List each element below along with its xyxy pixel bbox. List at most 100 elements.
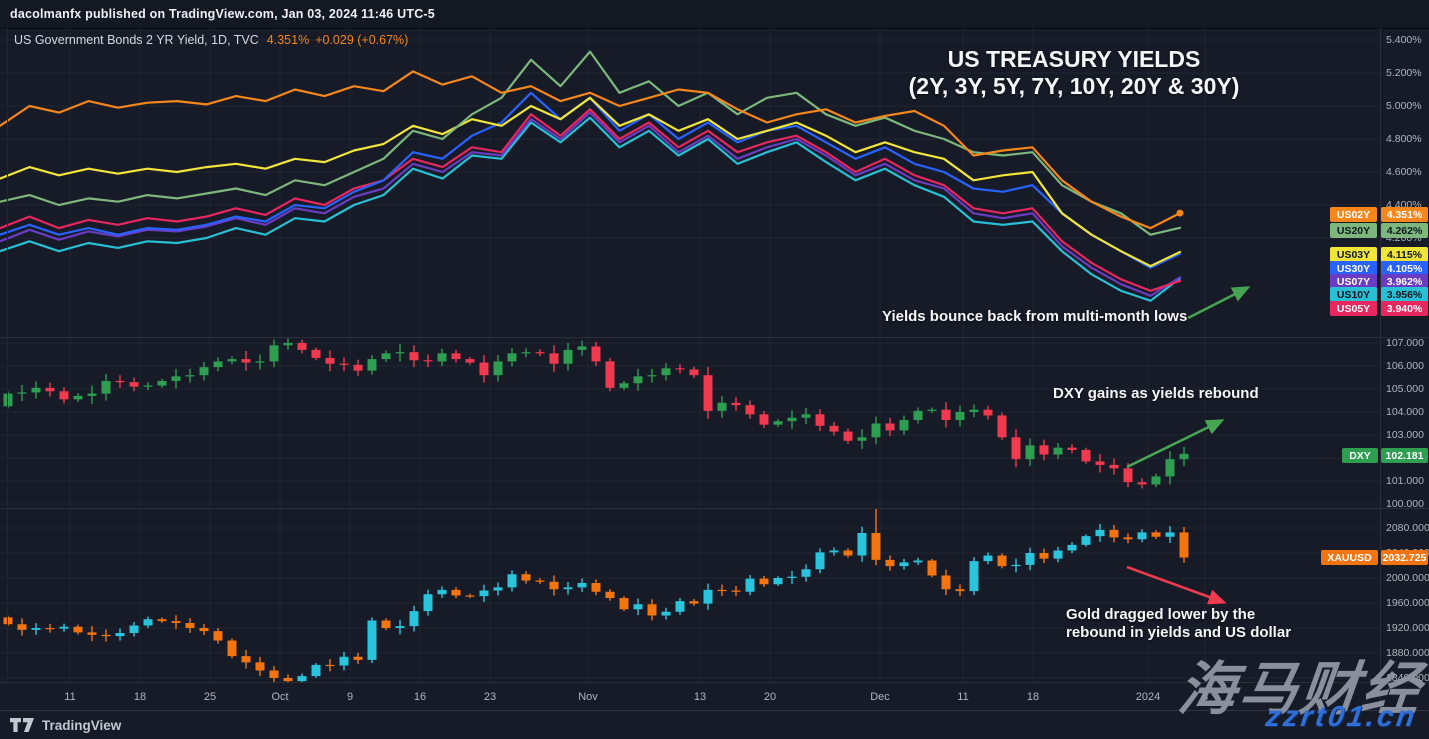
tradingview-logo-icon[interactable] xyxy=(10,718,34,733)
price-tick: 1960.000 xyxy=(1386,597,1429,609)
symbol-legend[interactable]: US Government Bonds 2 YR Yield, 1D, TVC 4… xyxy=(14,33,408,47)
candle-body xyxy=(367,359,377,371)
candle-body xyxy=(955,412,965,421)
candle-body xyxy=(899,420,909,431)
time-axis[interactable]: 11 18 25 Oct 9 16 23 Nov 13 20 Dec 11 18 2024 8 xyxy=(0,682,1429,710)
candle-body xyxy=(185,375,195,377)
candle-body xyxy=(521,352,531,354)
candle-body xyxy=(773,578,783,585)
candle-body xyxy=(269,670,279,678)
candle-body xyxy=(129,382,139,387)
candle-body xyxy=(101,380,111,394)
date-tick: 8 xyxy=(1201,691,1209,703)
candle-body xyxy=(661,368,671,376)
candle-body xyxy=(927,560,937,576)
gold-note-annotation: Gold dragged lower by the rebound in yie… xyxy=(1066,606,1291,642)
candle-body xyxy=(1109,529,1119,538)
candle-body xyxy=(199,628,209,632)
candle-body xyxy=(479,362,489,376)
candle-body xyxy=(633,604,643,610)
candle-body xyxy=(409,352,419,361)
footer-bar: TradingView xyxy=(0,710,1429,739)
candle-body xyxy=(59,626,69,629)
candle-body xyxy=(185,623,195,628)
date-tick: 18 xyxy=(1026,691,1040,703)
candle-body xyxy=(1011,564,1021,567)
yields-note-annotation: Yields bounce back from multi-month lows xyxy=(882,308,1188,325)
candle-body xyxy=(73,626,83,633)
candle-body xyxy=(1151,532,1161,537)
candle-body xyxy=(843,431,853,441)
yields-line-panel[interactable] xyxy=(0,28,1380,337)
candle-body xyxy=(157,619,167,622)
panel-divider-2[interactable] xyxy=(0,508,1429,509)
candle-body xyxy=(1137,482,1147,485)
time-axis-divider xyxy=(0,682,1429,683)
candle-body xyxy=(563,349,573,364)
candle-body xyxy=(703,375,713,411)
candle-body xyxy=(955,589,965,592)
candle-body xyxy=(885,559,895,567)
gold-candle-panel[interactable] xyxy=(0,508,1380,682)
candle-body xyxy=(311,349,321,358)
price-tick: 100.000 xyxy=(1386,498,1424,510)
candle-body xyxy=(619,383,629,388)
candle-body xyxy=(353,656,363,660)
date-tick: 23 xyxy=(483,691,497,703)
candle-body xyxy=(213,361,223,368)
candle-body xyxy=(689,601,699,604)
candle-body xyxy=(787,576,797,578)
price-tick: 105.000 xyxy=(1386,383,1424,395)
panel-divider-1[interactable] xyxy=(0,337,1429,338)
candle-body xyxy=(409,611,419,627)
candle-body xyxy=(549,581,559,590)
candle-body xyxy=(3,617,13,625)
date-tick: 2024 xyxy=(1135,691,1161,703)
candle-body xyxy=(899,562,909,567)
candle-body xyxy=(1123,537,1133,540)
candle-body xyxy=(941,575,951,590)
price-axis[interactable]: 5.400% 5.200% 5.000% 4.800% 4.600% 4.400% 4.20… xyxy=(1380,28,1429,710)
footer-brand[interactable]: TradingView xyxy=(42,718,122,733)
candle-body xyxy=(703,589,713,604)
candle-body xyxy=(927,409,937,411)
candle-body xyxy=(731,590,741,592)
candle-body xyxy=(997,555,1007,567)
candle-body xyxy=(367,620,377,660)
candle-body xyxy=(829,425,839,432)
candle-body xyxy=(1053,447,1063,455)
watermark-site: zzrt01.cn xyxy=(1263,701,1420,733)
candle-body xyxy=(1165,532,1175,537)
candle-body xyxy=(983,409,993,416)
candle-body xyxy=(255,361,265,363)
candle-body xyxy=(1067,544,1077,551)
date-tick: 16 xyxy=(413,691,427,703)
candle-body xyxy=(731,402,741,406)
legend-symbol-title[interactable]: US Government Bonds 2 YR Yield, 1D, TVC xyxy=(14,33,259,47)
price-tick: 5.000% xyxy=(1386,100,1422,112)
candle-body xyxy=(1095,529,1105,537)
candle-body xyxy=(199,367,209,376)
candle-body xyxy=(465,359,475,363)
candle-body xyxy=(871,423,881,438)
date-tick: Nov xyxy=(578,691,598,703)
candle-body xyxy=(1137,532,1147,540)
candle-body xyxy=(815,552,825,570)
candle-body xyxy=(1179,453,1189,460)
candle-body xyxy=(451,589,461,596)
price-tick: 2080.000 xyxy=(1386,522,1429,534)
line-series-us07y xyxy=(0,111,1182,297)
candle-body xyxy=(1179,532,1189,558)
candle-body xyxy=(17,624,27,630)
legend-change: +0.029 (+0.67%) xyxy=(315,33,409,47)
candle-body xyxy=(815,414,825,426)
candle-body xyxy=(983,555,993,562)
date-tick: 18 xyxy=(133,691,147,703)
candle-body xyxy=(493,587,503,591)
dxy-candle-panel[interactable] xyxy=(0,337,1380,508)
candle-body xyxy=(1053,550,1063,559)
candle-body xyxy=(325,357,335,364)
price-tick: 2000.000 xyxy=(1386,572,1429,584)
candle-body xyxy=(115,633,125,637)
candle-body xyxy=(843,550,853,556)
